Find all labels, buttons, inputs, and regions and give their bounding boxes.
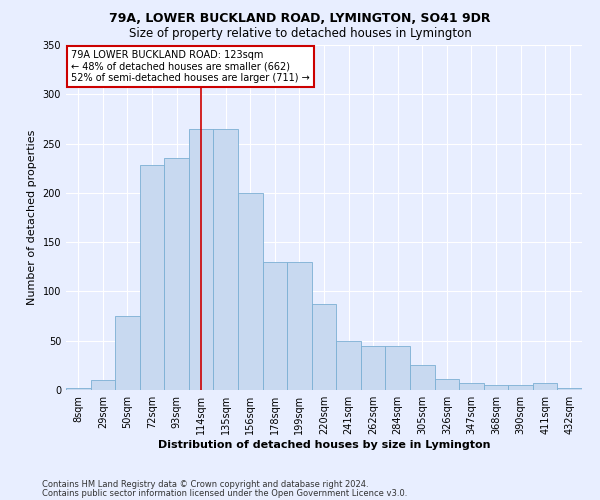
Bar <box>214 129 238 390</box>
Bar <box>140 166 164 390</box>
Bar <box>287 262 312 390</box>
Text: Contains HM Land Registry data © Crown copyright and database right 2024.: Contains HM Land Registry data © Crown c… <box>42 480 368 489</box>
Bar <box>91 380 115 390</box>
Bar <box>533 383 557 390</box>
Bar <box>189 129 214 390</box>
Bar <box>361 346 385 390</box>
Bar <box>508 385 533 390</box>
Bar <box>434 379 459 390</box>
Bar <box>66 388 91 390</box>
Bar <box>336 340 361 390</box>
Text: Size of property relative to detached houses in Lymington: Size of property relative to detached ho… <box>128 28 472 40</box>
Y-axis label: Number of detached properties: Number of detached properties <box>27 130 37 305</box>
Bar <box>557 388 582 390</box>
X-axis label: Distribution of detached houses by size in Lymington: Distribution of detached houses by size … <box>158 440 490 450</box>
Text: 79A, LOWER BUCKLAND ROAD, LYMINGTON, SO41 9DR: 79A, LOWER BUCKLAND ROAD, LYMINGTON, SO4… <box>109 12 491 26</box>
Bar <box>410 366 434 390</box>
Bar <box>484 385 508 390</box>
Text: Contains public sector information licensed under the Open Government Licence v3: Contains public sector information licen… <box>42 489 407 498</box>
Bar <box>459 383 484 390</box>
Bar <box>263 262 287 390</box>
Bar <box>385 346 410 390</box>
Text: 79A LOWER BUCKLAND ROAD: 123sqm
← 48% of detached houses are smaller (662)
52% o: 79A LOWER BUCKLAND ROAD: 123sqm ← 48% of… <box>71 50 310 84</box>
Bar <box>115 316 140 390</box>
Bar <box>312 304 336 390</box>
Bar <box>164 158 189 390</box>
Bar <box>238 193 263 390</box>
